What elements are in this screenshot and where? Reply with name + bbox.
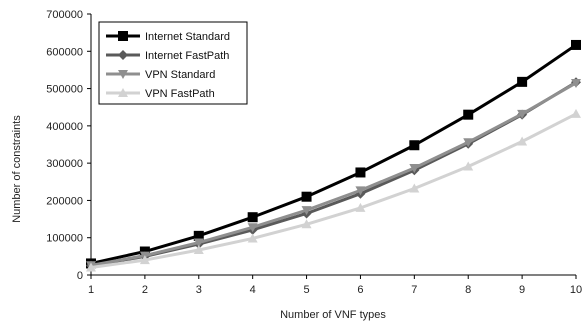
series-vpn-fastpath — [86, 108, 581, 272]
data-point — [193, 230, 204, 241]
y-tick-label: 500000 — [46, 84, 83, 96]
legend-label: Internet FastPath — [145, 50, 229, 62]
legend-item: Internet FastPath — [106, 50, 229, 62]
series-line — [90, 43, 577, 265]
legend-label: VPN FastPath — [145, 88, 215, 100]
data-point — [517, 76, 528, 87]
x-tick-label: 1 — [88, 284, 94, 296]
y-tick-label: 400000 — [46, 121, 83, 133]
data-point — [247, 233, 258, 243]
series-line — [90, 112, 577, 270]
series-line — [90, 80, 577, 268]
legend-marker — [118, 31, 128, 41]
data-point — [86, 262, 96, 272]
x-tick-label: 10 — [570, 284, 582, 296]
data-point — [409, 183, 420, 193]
data-point — [139, 255, 150, 265]
data-point — [571, 108, 581, 118]
x-tick-label: 3 — [196, 284, 202, 296]
data-point — [301, 206, 312, 216]
series-line — [90, 81, 577, 267]
data-point — [355, 167, 366, 178]
data-point — [517, 109, 528, 119]
series-vpn-standard — [86, 78, 581, 271]
x-tick-label: 6 — [357, 284, 363, 296]
data-point — [409, 140, 420, 151]
data-point — [355, 202, 366, 212]
legend: Internet Standard Internet FastPath VPN St… — [98, 21, 248, 105]
y-tick-label: 0 — [77, 270, 83, 282]
data-point — [193, 245, 204, 255]
x-tick-label: 5 — [303, 284, 309, 296]
legend-label: Internet Standard — [145, 31, 230, 43]
legend-item: VPN Standard — [106, 69, 215, 81]
series-internet-fastpath — [86, 77, 581, 271]
y-tick-label: 300000 — [46, 158, 83, 170]
legend-label: VPN Standard — [145, 69, 215, 81]
data-point — [463, 109, 474, 120]
x-tick-label: 8 — [465, 284, 471, 296]
legend-item: Internet Standard — [106, 31, 230, 43]
data-point — [301, 191, 312, 202]
y-tick-label: 100000 — [46, 233, 83, 245]
data-point — [355, 186, 366, 196]
y-axis-title: Number of constraints — [11, 115, 23, 223]
data-point — [517, 136, 528, 146]
data-point — [463, 138, 474, 148]
legend-marker — [118, 70, 128, 79]
x-tick-label: 4 — [250, 284, 256, 296]
legend-item: VPN FastPath — [106, 88, 215, 100]
x-tick-label: 9 — [519, 284, 525, 296]
x-tick-label: 7 — [411, 284, 417, 296]
y-tick-label: 200000 — [46, 195, 83, 207]
x-axis-ticks: 1 2 3 4 5 6 7 8 9 10 — [88, 275, 582, 296]
legend-marker — [118, 88, 128, 97]
plot-area: 0 100000 200000 300000 400000 500000 600000 700… — [46, 9, 582, 296]
data-point — [247, 212, 258, 223]
legend-items: Internet Standard Internet FastPath VPN St… — [106, 31, 230, 100]
data-point — [301, 219, 312, 229]
data-point — [247, 223, 258, 233]
data-point — [463, 161, 474, 171]
y-tick-label: 700000 — [46, 9, 83, 21]
data-point — [193, 238, 204, 248]
series-group — [86, 39, 581, 272]
data-point — [409, 163, 420, 173]
y-axis-ticks: 0 100000 200000 300000 400000 500000 600000 700… — [46, 9, 91, 282]
data-point — [571, 39, 581, 50]
legend-marker — [118, 50, 128, 60]
x-axis-title: Number of VNF types — [280, 309, 386, 321]
x-tick-label: 2 — [142, 284, 148, 296]
data-point — [571, 78, 581, 88]
y-tick-label: 600000 — [46, 46, 83, 58]
